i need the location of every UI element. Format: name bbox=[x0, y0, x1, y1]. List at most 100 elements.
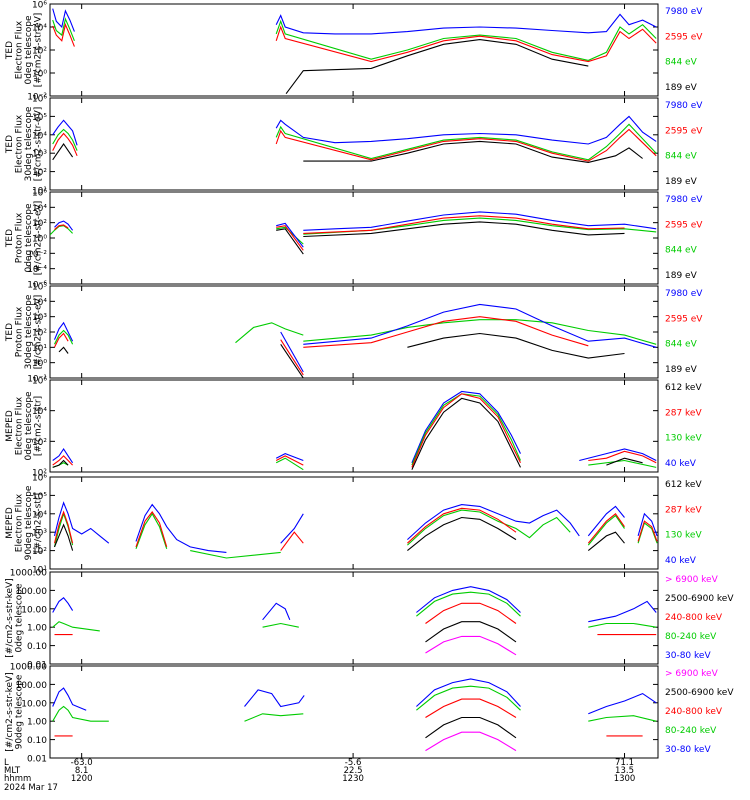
legend-entry: 7980 eV bbox=[665, 289, 703, 299]
x-tick-label: -63.0 bbox=[71, 758, 93, 768]
y-tick-label: 10⁵ bbox=[32, 113, 47, 123]
series-line bbox=[52, 448, 74, 464]
y-axis-label-line: Electron Flux bbox=[15, 396, 25, 455]
legend-entry: 7980 eV bbox=[665, 101, 703, 111]
x-tick-label: 8.1 bbox=[75, 766, 89, 776]
x-row-label: hhmm bbox=[4, 774, 31, 784]
y-tick-label: 10² bbox=[32, 547, 47, 557]
x-axis: L-63.0-5.671.1-23.5-48.8MLT8.122.513.58.… bbox=[4, 758, 635, 793]
series-line bbox=[275, 128, 657, 162]
y-tick-label: 10⁵ bbox=[32, 283, 47, 293]
y-axis-label: TEDProton Flux30deg telescope[#/cm2-s-st… bbox=[5, 294, 44, 369]
x-tick-label: 71.1 bbox=[615, 758, 634, 768]
y-axis-label: MEPEDElectron Flux0deg telescope[#/cm2-s… bbox=[5, 391, 44, 461]
legend-entry: 30-80 keV bbox=[665, 745, 711, 755]
legend-entry: 189 eV bbox=[665, 177, 698, 187]
series-line bbox=[275, 19, 657, 61]
y-tick-label: 10⁶ bbox=[32, 95, 47, 105]
series-line bbox=[52, 455, 73, 466]
panel-6: 10⁶ 10⁵ 10⁴ 10³ 10² 10¹ MEPEDElectron Flux90de… bbox=[5, 474, 702, 576]
series-line bbox=[52, 621, 100, 632]
legend-entry: 844 eV bbox=[665, 246, 698, 256]
series-line bbox=[262, 622, 299, 628]
panel-7: 1000.00100.0010.001.000.100.01[#/cm2-s-s… bbox=[5, 569, 734, 671]
y-axis-label-line: 90deg telescope bbox=[24, 485, 34, 560]
y-tick-label: 10² bbox=[32, 47, 47, 57]
y-tick-label: 10² bbox=[32, 469, 47, 479]
series-line bbox=[52, 119, 78, 146]
series-line bbox=[244, 689, 305, 708]
series-line bbox=[280, 513, 304, 544]
y-tick-label: 10.00 bbox=[21, 605, 47, 615]
y-tick-label: 10⁴ bbox=[32, 131, 47, 141]
panel-1: 10⁶ 10⁴ 10² 10⁰ 10⁻² TEDElectron Flux0deg tel… bbox=[5, 1, 703, 103]
legend-entry: 287 keV bbox=[665, 505, 702, 515]
series-line bbox=[303, 221, 625, 238]
y-axis-label-line: 0deg telescope bbox=[24, 203, 34, 273]
y-axis-label-line: 0deg telescope bbox=[24, 391, 34, 461]
series-line bbox=[275, 457, 304, 471]
panel-4: 10⁵ 10⁴ 10³ 10² 10¹ 10⁰ 10⁻¹ TEDProton Flux30de… bbox=[5, 283, 703, 385]
y-tick-label: 10⁶ bbox=[32, 189, 47, 199]
series-line bbox=[637, 520, 658, 542]
y-tick-label: 10⁵ bbox=[32, 492, 47, 502]
y-tick-label: 100.00 bbox=[16, 681, 48, 691]
panel-frame bbox=[49, 97, 659, 191]
series-line bbox=[54, 329, 74, 345]
legend-entry: 240-800 keV bbox=[665, 707, 723, 717]
series-line bbox=[52, 132, 78, 157]
legend-entry: 2500-6900 keV bbox=[665, 688, 734, 698]
panel-2: 10⁶ 10⁵ 10⁴ 10³ 10² 10¹ TEDElectron Flux30deg … bbox=[5, 95, 703, 197]
series-line bbox=[411, 393, 521, 468]
series-line bbox=[303, 140, 643, 163]
panel-data bbox=[53, 303, 657, 378]
series-line bbox=[587, 514, 625, 546]
series-line bbox=[52, 705, 109, 722]
y-axis-label: MEPEDElectron Flux90deg telescope[#/cm2-… bbox=[5, 485, 44, 560]
series-line bbox=[52, 17, 75, 42]
y-axis-label-line: TED bbox=[5, 229, 15, 248]
series-line bbox=[303, 316, 589, 348]
y-tick-label: 10⁶ bbox=[32, 1, 47, 11]
x-tick-label: 13.5 bbox=[615, 766, 634, 776]
series-line bbox=[407, 509, 571, 546]
series-line bbox=[407, 504, 580, 541]
x-row-label: L bbox=[4, 758, 9, 768]
series-line bbox=[52, 22, 75, 47]
series-line bbox=[606, 457, 643, 466]
panel-data bbox=[52, 586, 657, 656]
y-tick-label: 10⁻² bbox=[27, 93, 47, 103]
y-axis-label-line: [#/cm2-s-str-eV] bbox=[34, 13, 44, 88]
legend-entry: 612 keV bbox=[665, 383, 702, 393]
y-axis-label-line: 30deg telescope bbox=[24, 106, 34, 181]
x-tick-label: -5.6 bbox=[345, 758, 362, 768]
date-label: 2024 Mar 17 bbox=[4, 783, 58, 793]
legend-entry: 189 eV bbox=[665, 271, 698, 281]
series-line bbox=[588, 715, 657, 722]
y-axis-label-line: TED bbox=[5, 41, 15, 60]
y-axis-label-line: [#/cm2-s-str] bbox=[34, 493, 44, 553]
series-line bbox=[52, 143, 74, 161]
legend-entry: 80-240 keV bbox=[665, 726, 717, 736]
panel-3: 10⁶ 10⁴ 10² 10⁰ 10⁻² 10⁻⁴ 10⁻⁶ TEDProton Flux0d… bbox=[5, 189, 703, 291]
series-line bbox=[416, 586, 521, 613]
y-tick-label: 10¹ bbox=[32, 344, 47, 354]
y-axis-label-line: [#/cm2-s-str-keV] bbox=[5, 578, 15, 657]
series-line bbox=[411, 397, 521, 470]
series-line bbox=[276, 222, 304, 248]
y-tick-label: 10² bbox=[32, 219, 47, 229]
legend-entry: 7980 eV bbox=[665, 7, 703, 17]
legend-entry: 844 eV bbox=[665, 58, 698, 68]
series-line bbox=[190, 550, 281, 559]
series-line bbox=[285, 39, 589, 95]
panel-data bbox=[52, 8, 657, 95]
series-line bbox=[407, 507, 517, 544]
panel-frame bbox=[49, 3, 659, 97]
panel-data bbox=[53, 501, 658, 559]
series-line bbox=[407, 516, 517, 552]
series-line bbox=[135, 511, 168, 548]
legend-entry: 844 eV bbox=[665, 152, 698, 162]
y-tick-label: 10⁴ bbox=[32, 204, 47, 214]
legend-entry: 2595 eV bbox=[665, 314, 703, 324]
